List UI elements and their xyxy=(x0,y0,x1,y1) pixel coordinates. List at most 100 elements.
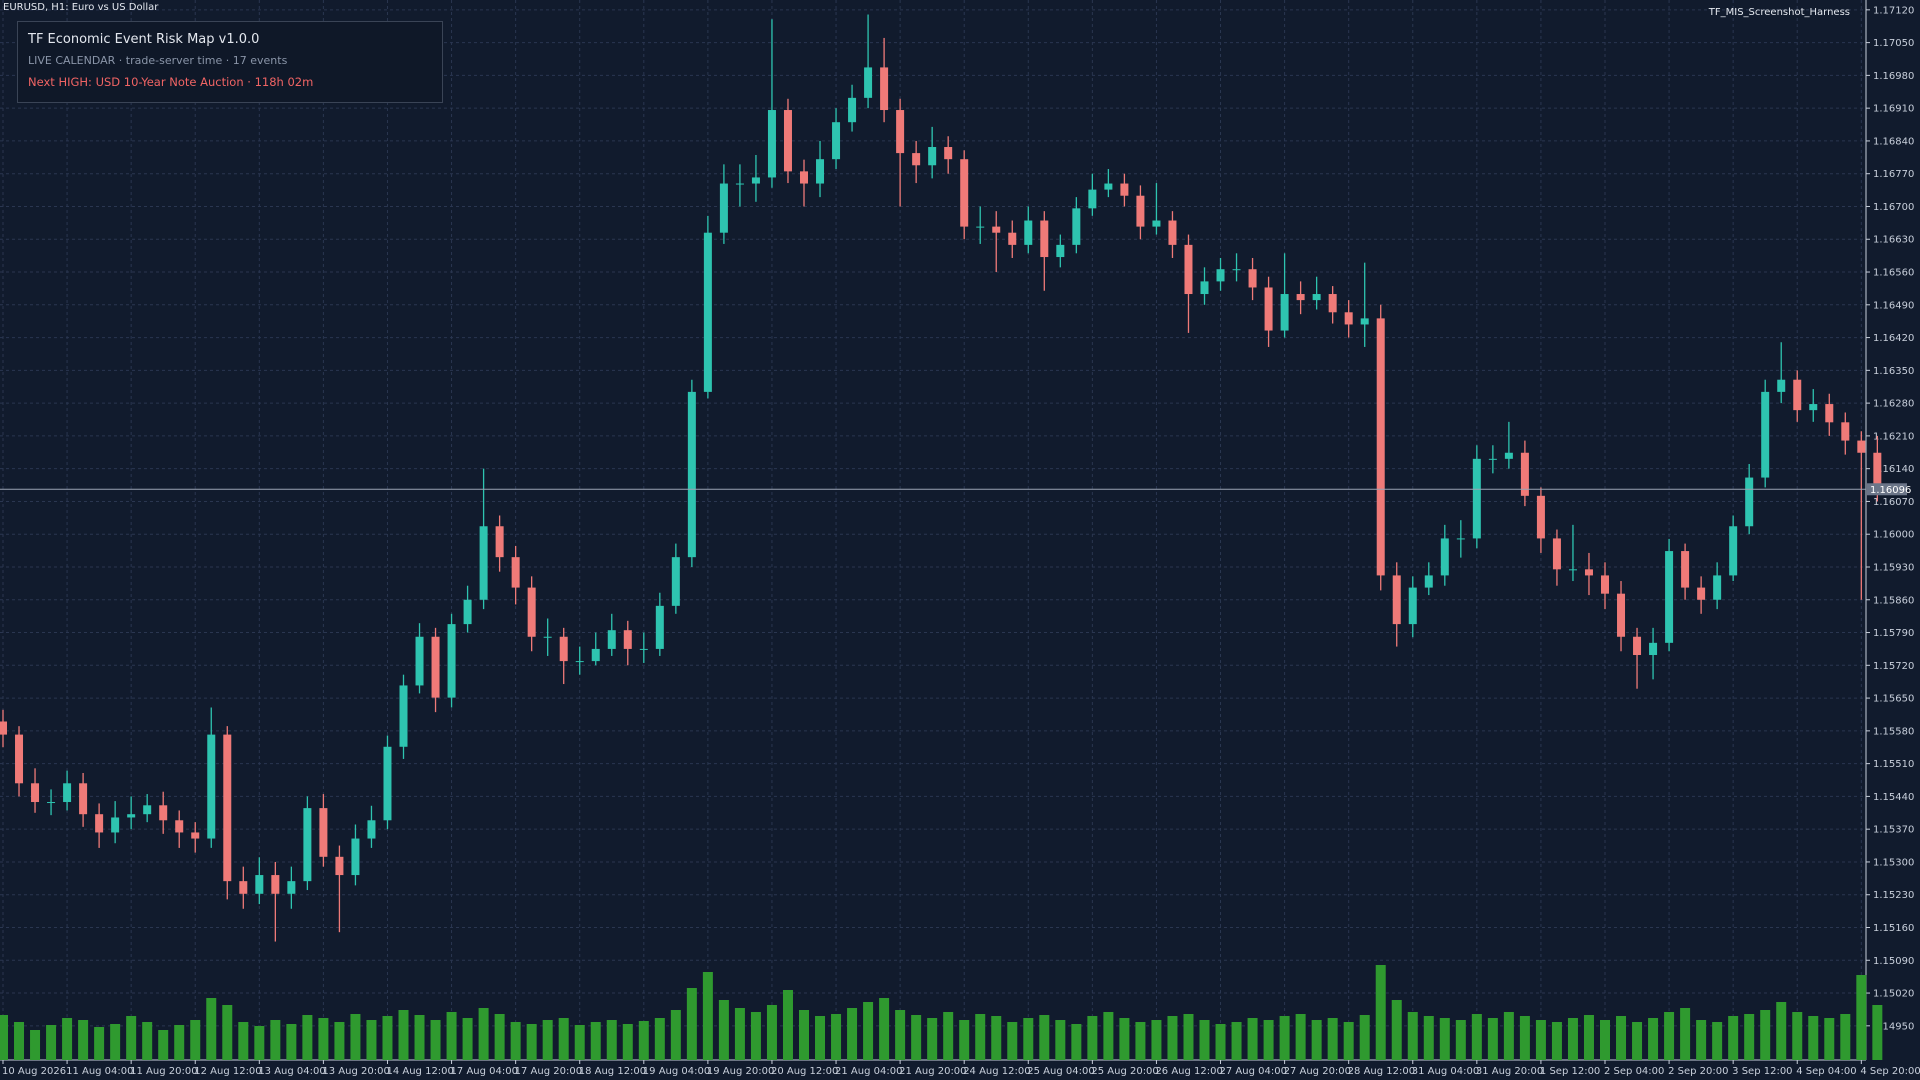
candle-body xyxy=(1809,404,1818,411)
candle-body xyxy=(607,630,616,649)
volume-bar xyxy=(222,1005,233,1060)
x-tick-label: 31 Aug 04:00 xyxy=(1412,1066,1479,1077)
candle-body xyxy=(1024,220,1033,245)
candle-body xyxy=(623,630,632,649)
candle-body xyxy=(143,805,152,815)
volume-bar xyxy=(686,988,697,1060)
candle-body xyxy=(864,67,873,98)
volume-bar xyxy=(815,1016,826,1060)
candle-body xyxy=(591,648,600,662)
candle-body xyxy=(271,875,280,894)
candle-body xyxy=(479,526,488,600)
candle-body xyxy=(527,587,536,637)
x-tick-label: 10 Aug 2026 xyxy=(2,1066,66,1077)
candle-body xyxy=(1841,422,1850,441)
candle-body xyxy=(1713,575,1722,600)
volume-bar xyxy=(318,1018,329,1060)
candle-body xyxy=(191,832,200,839)
x-tick-label: 21 Aug 20:00 xyxy=(899,1066,966,1077)
candle-body xyxy=(1104,183,1113,190)
volume-bar xyxy=(1039,1015,1050,1060)
candle-body xyxy=(1424,575,1433,588)
volume-bar xyxy=(526,1024,537,1060)
x-tick-label: 17 Aug 04:00 xyxy=(451,1066,518,1077)
volume-bar xyxy=(1455,1020,1466,1060)
volume-bar xyxy=(1776,1002,1787,1060)
volume-bar xyxy=(1519,1016,1530,1060)
y-tick-label: 1.15510 xyxy=(1873,759,1914,770)
volume-bar xyxy=(1728,1016,1739,1060)
candle-body xyxy=(767,110,776,178)
y-tick-label: 1.16490 xyxy=(1873,300,1914,311)
candle-body xyxy=(319,808,328,857)
candle-body xyxy=(0,721,7,735)
candle-body xyxy=(1761,391,1770,478)
y-tick-label: 1.15580 xyxy=(1873,726,1914,737)
candle-body xyxy=(751,177,760,184)
volume-bar xyxy=(670,1010,681,1060)
volume-bar xyxy=(1135,1022,1146,1060)
volume-bar xyxy=(398,1010,409,1060)
volume-bar xyxy=(1583,1015,1594,1060)
volume-bar xyxy=(975,1014,986,1060)
candle-body xyxy=(1376,318,1385,576)
volume-bar xyxy=(478,1008,489,1060)
volume-bar xyxy=(718,1000,729,1060)
candle-body xyxy=(1392,575,1401,625)
volume-bar xyxy=(1055,1020,1066,1060)
x-tick-label: 1 Sep 12:00 xyxy=(1540,1066,1600,1077)
y-tick-label: 1.15090 xyxy=(1873,956,1914,967)
volume-bar xyxy=(78,1020,89,1060)
volume-bar xyxy=(1199,1020,1210,1060)
candle-body xyxy=(79,783,88,815)
x-tick-label: 27 Aug 04:00 xyxy=(1220,1066,1287,1077)
y-tick-label: 1.15860 xyxy=(1873,595,1914,606)
volume-bar xyxy=(1471,1014,1482,1060)
candle-body xyxy=(1152,220,1161,227)
volume-bar xyxy=(574,1025,585,1060)
volume-bar xyxy=(1119,1018,1130,1060)
candle-body xyxy=(511,557,520,588)
volume-bar xyxy=(94,1027,105,1060)
x-tick-label: 24 Aug 12:00 xyxy=(963,1066,1030,1077)
candle-body xyxy=(1232,269,1241,271)
y-tick-label: 1.14950 xyxy=(1873,1021,1914,1032)
candle-body xyxy=(287,881,296,894)
candle-body xyxy=(15,734,24,784)
candle-body xyxy=(1472,458,1481,539)
candle-body xyxy=(239,881,248,894)
y-tick-label: 1.16840 xyxy=(1873,136,1914,147)
volume-bar xyxy=(1856,975,1867,1060)
candle-body xyxy=(495,526,504,558)
candle-body xyxy=(671,557,680,606)
y-tick-label: 1.16980 xyxy=(1873,71,1914,82)
volume-bar xyxy=(382,1016,393,1060)
y-tick-label: 1.15440 xyxy=(1873,792,1914,803)
volume-bar xyxy=(1696,1020,1707,1060)
y-tick-label: 1.15930 xyxy=(1873,562,1914,573)
volume-bar xyxy=(414,1015,425,1060)
candle-body xyxy=(1008,232,1017,245)
symbol-title: EURUSD, H1: Euro vs US Dollar xyxy=(3,2,159,13)
x-tick-label: 27 Aug 20:00 xyxy=(1284,1066,1351,1077)
volume-bar xyxy=(895,1010,906,1060)
x-tick-label: 31 Aug 20:00 xyxy=(1476,1066,1543,1077)
volume-bar xyxy=(1023,1018,1034,1060)
volume-bar xyxy=(1760,1010,1771,1060)
y-tick-label: 1.15650 xyxy=(1873,694,1914,705)
x-tick-label: 25 Aug 20:00 xyxy=(1091,1066,1158,1077)
harness-label: TF_MIS_Screenshot_Harness xyxy=(1708,7,1850,18)
x-tick-label: 19 Aug 04:00 xyxy=(643,1066,710,1077)
candle-body xyxy=(1552,538,1561,570)
candle-body xyxy=(912,153,921,166)
candle-body xyxy=(1584,569,1593,576)
volume-bar xyxy=(1359,1015,1370,1060)
x-tick-label: 28 Aug 12:00 xyxy=(1348,1066,1415,1077)
volume-bar xyxy=(350,1014,361,1060)
candle-body xyxy=(800,171,808,184)
y-tick-label: 1.16350 xyxy=(1873,366,1914,377)
volume-bar xyxy=(863,1002,874,1060)
volume-bar xyxy=(702,972,713,1060)
